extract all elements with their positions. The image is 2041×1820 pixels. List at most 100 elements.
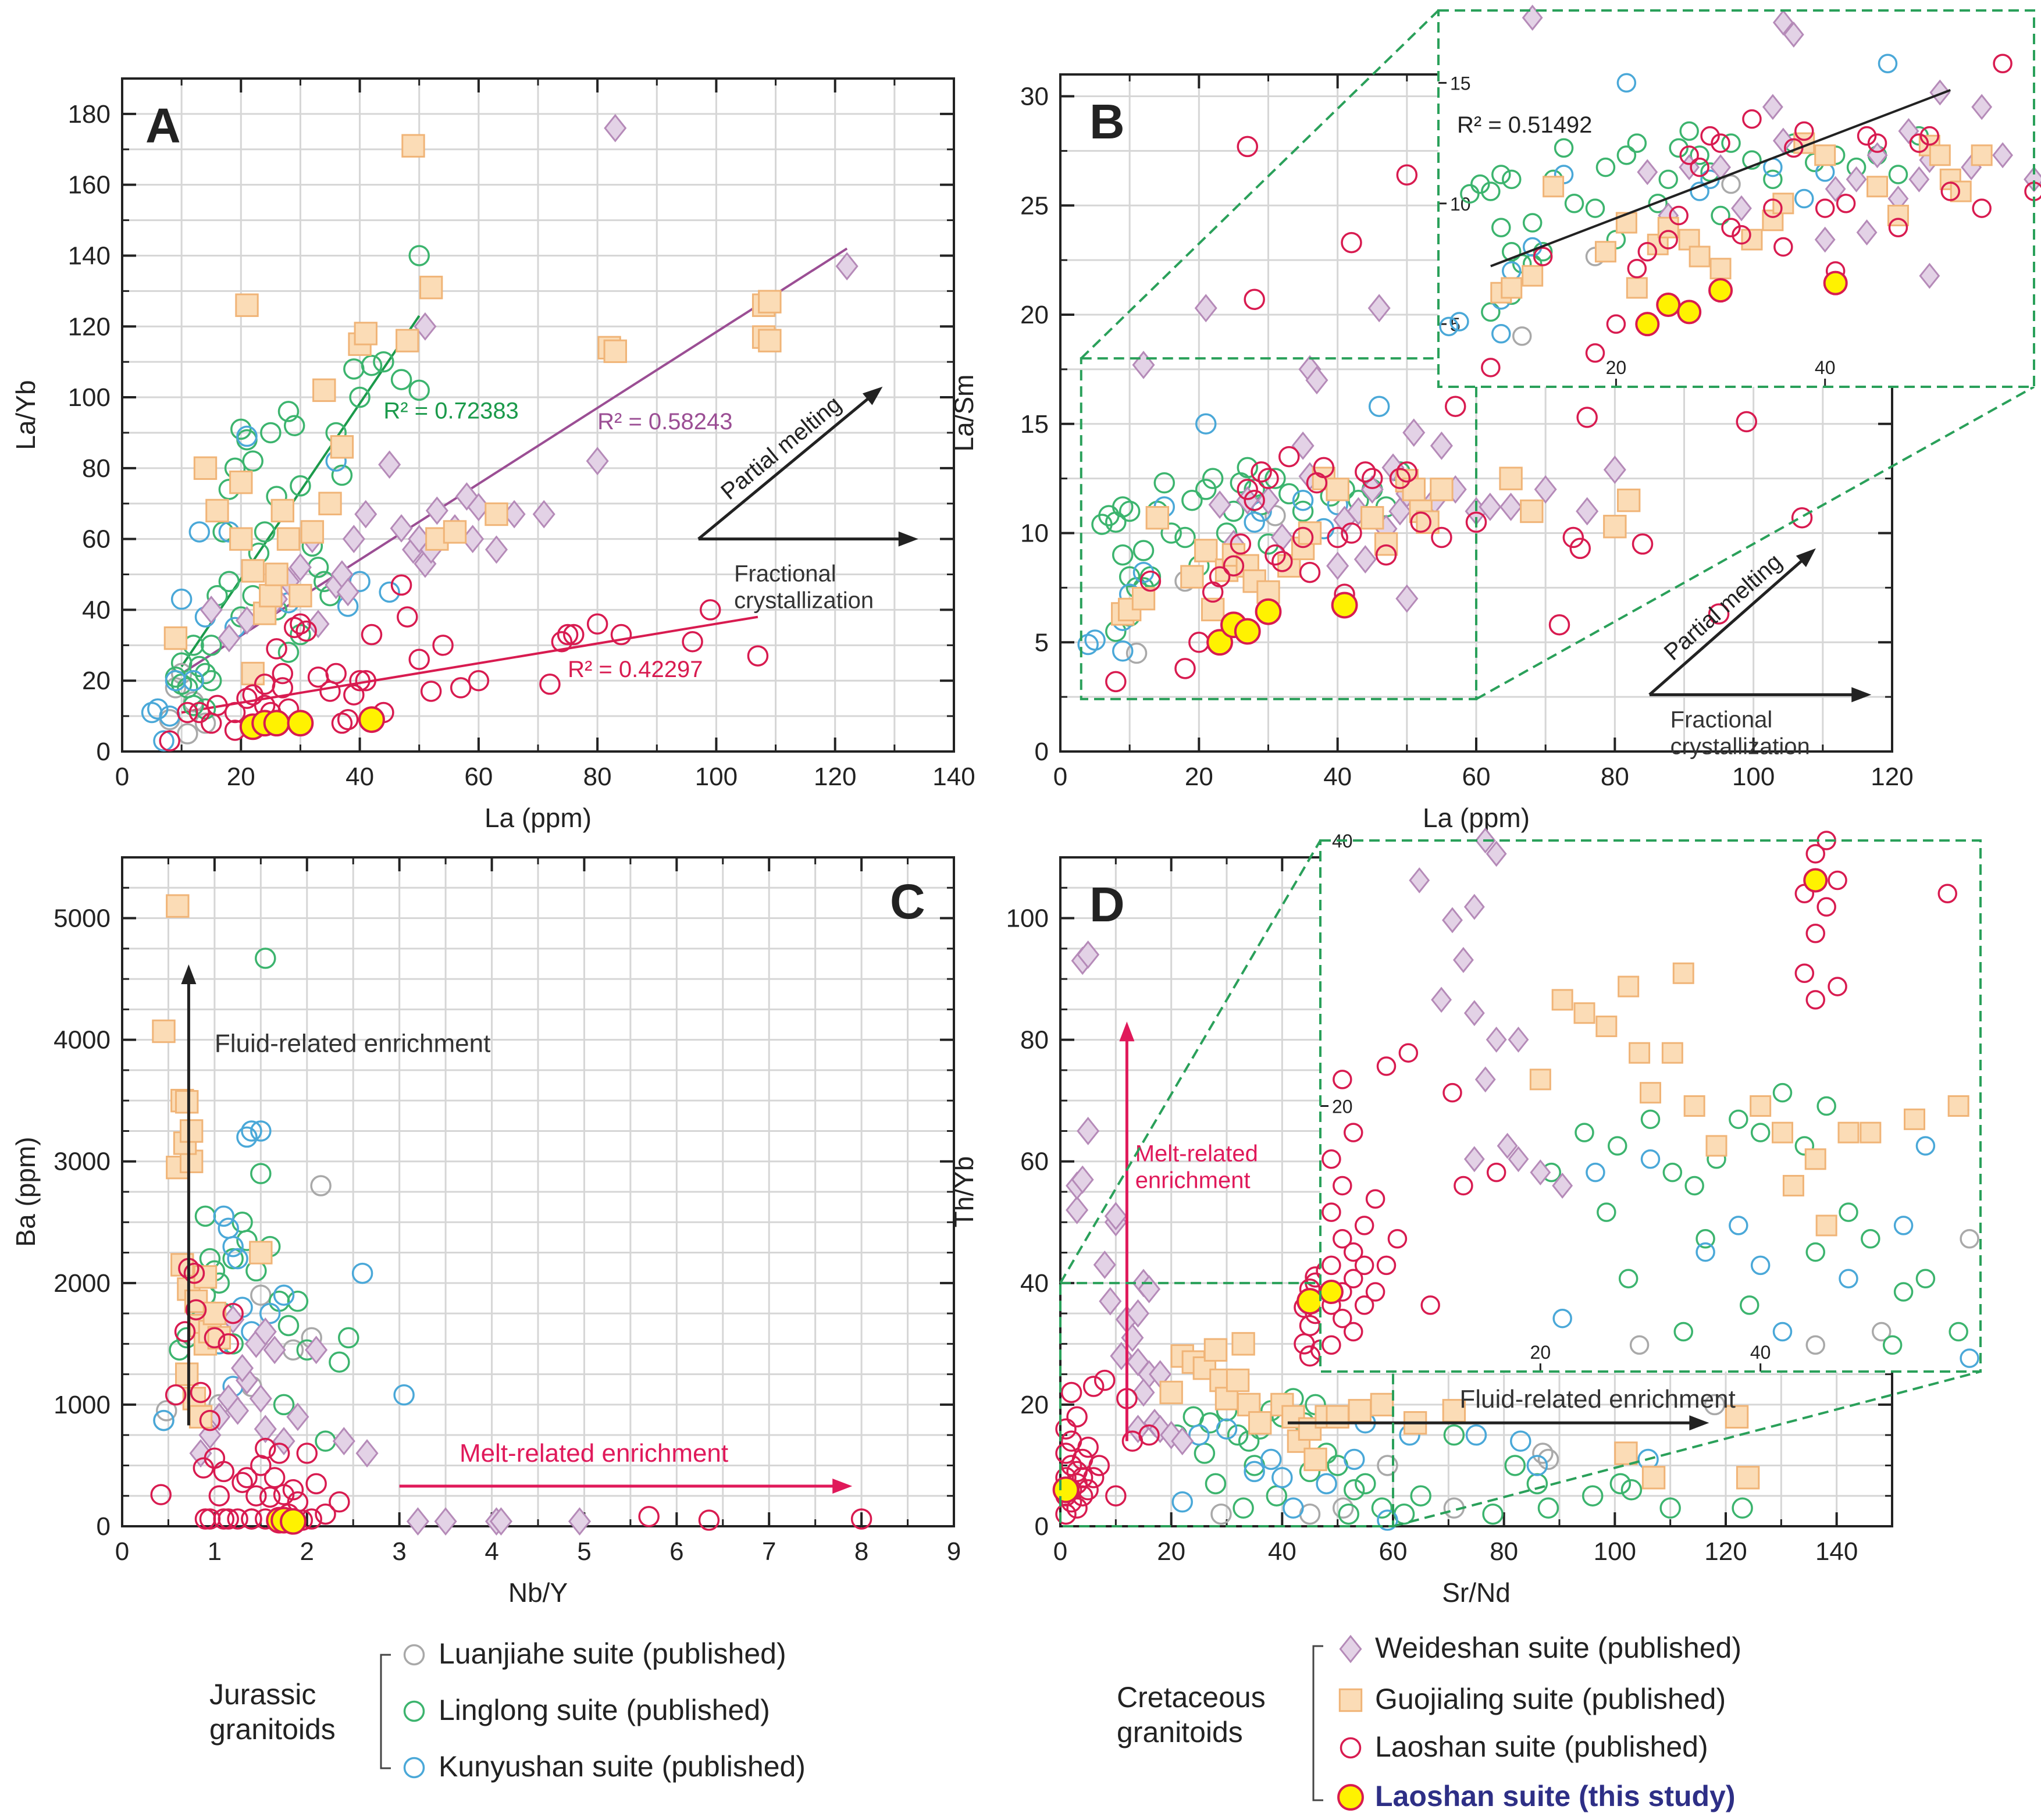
inset-point-laoshan: [1972, 198, 1992, 218]
main-point-guojialing: [205, 498, 229, 523]
main-series-guojialing: [163, 134, 782, 686]
inset-point-laoshan: [1805, 990, 1825, 1010]
y-tick-label: 0: [97, 738, 111, 766]
inset-background: [1438, 10, 2034, 387]
inset-series-guojialing: [1529, 962, 1969, 1237]
main-point-laoshan: [638, 1506, 660, 1527]
main-point-linglong: [242, 450, 263, 472]
main-point-kunyushan: [1260, 1448, 1282, 1470]
arrow-head-D-0: [1119, 1021, 1135, 1042]
main-point-laoshan: [1341, 522, 1362, 544]
main-point-weideshan: [489, 1507, 512, 1536]
inset-y-tick-label: 15: [1450, 73, 1471, 94]
inset-source-box: [1059, 1281, 1394, 1527]
main-point-guojialing: [354, 322, 377, 346]
main-point-laoshan: [199, 1409, 221, 1431]
main-point-guojialing: [241, 661, 265, 686]
legend-marker-linglong: [403, 1700, 425, 1722]
main-point-laoshan: [227, 1508, 248, 1530]
main-point-laoshan: [159, 730, 180, 751]
inset-point-linglong: [1608, 1136, 1627, 1156]
main-point-guojialing: [485, 502, 508, 526]
inset-point-kunyushan: [1439, 316, 1459, 337]
main-point-kunyushan: [1271, 1467, 1293, 1488]
main-point-linglong: [1112, 544, 1134, 566]
inset-point-laoshan: [1354, 1255, 1374, 1276]
legend-label-this_study: Laoshan suite (this study): [1375, 1780, 1736, 1812]
panel-label-C: C: [890, 874, 925, 929]
inset-point-laoshan: [1732, 225, 1751, 245]
inset-fit-line: [1490, 88, 1951, 268]
x-tick-label: 100: [1732, 763, 1775, 791]
inset-point-laoshan: [1387, 1229, 1408, 1249]
inset-point-laoshan: [1442, 1082, 1462, 1103]
arrow-label-D-0-line-1: enrichment: [1135, 1168, 1251, 1194]
inset-point-linglong: [1888, 165, 1908, 184]
inset-point-laoshan: [1888, 218, 1908, 238]
main-point-guojialing: [202, 1301, 227, 1326]
main-point-linglong: [361, 354, 383, 376]
main-point-linglong: [1504, 1455, 1526, 1476]
main-point-laoshan: [1396, 164, 1418, 186]
y-tick-label: 20: [1020, 1391, 1049, 1419]
main-point-laoshan: [282, 1479, 304, 1501]
main-point-weideshan: [1099, 1287, 1122, 1316]
inset-point-this_study: [1803, 868, 1828, 893]
inset-point-laoshan: [1627, 259, 1647, 279]
main-point-kunyushan: [153, 730, 174, 751]
inset-point-guojialing: [1672, 962, 1694, 984]
inset-point-linglong: [1690, 145, 1709, 165]
main-point-laoshan: [1569, 537, 1591, 560]
main-point-guojialing: [1298, 521, 1322, 545]
main-series-guojialing: [1159, 1332, 1760, 1490]
inset-point-laoshan: [1679, 145, 1699, 165]
inset-point-guojialing: [1750, 1095, 1772, 1117]
x-tick-label: 5: [577, 1537, 591, 1566]
main-point-luanjiahe: [1210, 1503, 1232, 1525]
main-point-linglong: [1153, 472, 1175, 494]
main-point-linglong: [1195, 479, 1217, 500]
y-tick-label: 160: [68, 171, 111, 200]
inset-point-linglong: [1491, 165, 1511, 184]
y-tick-label: 80: [82, 454, 111, 483]
main-point-linglong: [1233, 1497, 1254, 1519]
legend-marker-luanjiahe: [403, 1644, 425, 1666]
x-tick-label: 20: [1185, 763, 1213, 791]
y-tick-label: 40: [82, 596, 111, 624]
legend-group-cretaceous-line2: granitoids: [1117, 1716, 1243, 1748]
main-point-linglong: [1659, 1497, 1681, 1519]
main-point-guojialing: [1370, 1392, 1394, 1417]
inset-point-kunyushan: [1878, 54, 1898, 73]
main-point-kunyushan: [241, 1120, 262, 1142]
y-tick-label: 0: [1035, 738, 1049, 766]
main-series-this_study: [1206, 592, 1358, 656]
inset-point-laoshan: [1721, 218, 1741, 238]
inset-point-kunyushan: [1839, 1269, 1858, 1288]
inset-point-linglong: [1595, 157, 1616, 177]
main-point-kunyushan: [222, 1235, 244, 1258]
inset-point-guojialing: [1837, 1121, 1860, 1144]
inset-point-laoshan: [1909, 133, 1929, 153]
main-point-linglong: [1443, 1424, 1465, 1446]
main-point-weideshan: [263, 1335, 286, 1365]
main-point-laoshan: [1230, 533, 1252, 555]
main-point-kunyushan: [1244, 511, 1265, 533]
main-point-laoshan: [259, 1486, 281, 1508]
main-point-weideshan: [1479, 493, 1502, 521]
y-tick-label: 1000: [54, 1391, 111, 1419]
main-point-laoshan: [1327, 526, 1348, 549]
inset-point-weideshan: [1919, 262, 1940, 289]
main-point-laoshan: [1244, 289, 1265, 310]
main-point-this_study: [1206, 629, 1233, 656]
main-point-laoshan: [290, 613, 311, 635]
main-point-linglong: [1344, 1479, 1365, 1501]
main-point-laoshan: [699, 599, 721, 621]
inset-point-guojialing: [1594, 241, 1616, 263]
main-point-guojialing: [401, 134, 425, 158]
main-point-laoshan: [255, 1437, 276, 1459]
inset-frame: [1319, 839, 1982, 1373]
main-point-kunyushan: [1244, 1461, 1265, 1483]
fit-label-2: R² = 0.42297: [568, 657, 703, 682]
x-tick-label: 9: [947, 1537, 961, 1566]
inset-point-linglong: [1729, 1109, 1748, 1130]
